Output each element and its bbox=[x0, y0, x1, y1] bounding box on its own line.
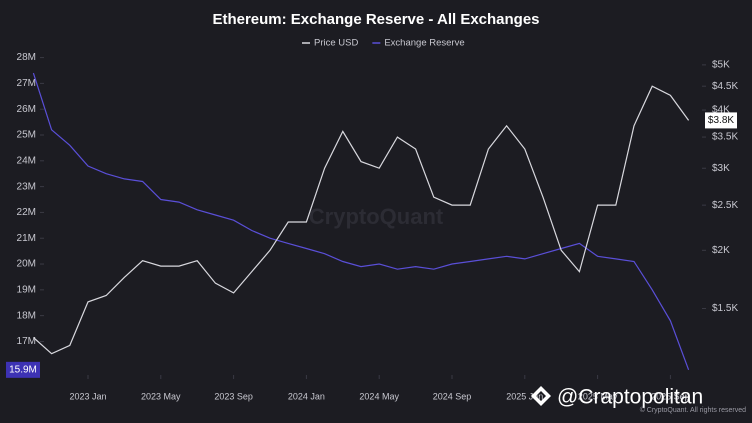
y2-tick-label: $2K bbox=[712, 245, 730, 256]
y2-tick-label: $3.5K bbox=[712, 132, 738, 143]
y-tick-label: 25M bbox=[17, 130, 36, 141]
y-tick-label: 20M bbox=[17, 259, 36, 270]
y2-tick-label: $4.5K bbox=[712, 81, 738, 92]
x-tick-label: 2024 Sep bbox=[433, 391, 472, 401]
copyright: © CryptoQuant. All rights reserved bbox=[640, 406, 746, 414]
x-tick-label: 2025 Jan bbox=[506, 391, 543, 401]
y2-tick-label: $1.5K bbox=[712, 303, 738, 314]
y2-tick-label: $3K bbox=[712, 163, 730, 174]
value-label-box bbox=[705, 112, 737, 129]
y-tick-label: 26M bbox=[17, 104, 36, 115]
y-tick-label: 27M bbox=[17, 78, 36, 89]
y-tick-label: 17M bbox=[17, 336, 36, 347]
value-label: 15.9M bbox=[9, 364, 37, 375]
y-tick-label: 24M bbox=[17, 155, 36, 166]
legend-label: Price USD bbox=[314, 38, 358, 49]
x-tick-label: 2024 Jan bbox=[288, 391, 325, 401]
y2-tick-label: $5K bbox=[712, 60, 730, 71]
x-tick-label: 2024 May bbox=[359, 391, 399, 401]
overlay-text: @Craptopolitan bbox=[557, 386, 703, 409]
value-label-box bbox=[6, 361, 40, 378]
x-tick-label: 2023 May bbox=[141, 391, 181, 401]
x-tick-label: 2023 Sep bbox=[214, 391, 253, 401]
y2-tick-label: $2.5K bbox=[712, 200, 738, 211]
y-tick-label: 23M bbox=[17, 181, 36, 192]
watermark: CryptoQuant bbox=[309, 204, 444, 229]
y-tick-label: 19M bbox=[17, 284, 36, 295]
x-tick-label: 2025 Sep bbox=[651, 391, 690, 401]
series-line bbox=[32, 72, 690, 371]
y-tick-label: 28M bbox=[17, 52, 36, 63]
value-label: $3.8K bbox=[708, 115, 734, 126]
overlay-logo bbox=[531, 386, 551, 406]
legend-label: Exchange Reserve bbox=[384, 38, 464, 49]
y-tick-label: 22M bbox=[17, 207, 36, 218]
x-tick-label: 2023 Jan bbox=[69, 391, 106, 401]
x-tick-label: 2025 May bbox=[578, 391, 618, 401]
y-tick-label: 18M bbox=[17, 310, 36, 321]
chart-title: Ethereum: Exchange Reserve - All Exchang… bbox=[212, 11, 539, 28]
y-tick-label: 21M bbox=[17, 233, 36, 244]
y2-tick-label: $4K bbox=[712, 105, 730, 116]
series-line bbox=[33, 85, 690, 355]
